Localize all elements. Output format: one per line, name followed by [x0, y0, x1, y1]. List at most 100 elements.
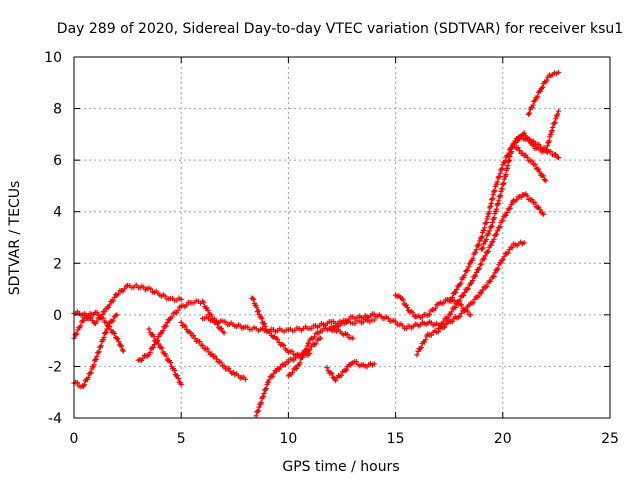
data-point [498, 260, 504, 266]
data-point [148, 286, 154, 292]
series-track-15 [435, 191, 547, 331]
data-point [259, 315, 265, 322]
data-point [481, 227, 487, 233]
data-point [190, 333, 197, 339]
data-point [461, 275, 467, 281]
data-point [500, 256, 506, 263]
data-point [476, 265, 482, 271]
data-point [167, 359, 174, 366]
data-point [453, 289, 459, 296]
data-point [289, 348, 295, 354]
data-point [333, 378, 339, 384]
data-point [499, 258, 505, 264]
data-point [555, 111, 561, 117]
data-point [500, 217, 506, 223]
data-point [200, 342, 206, 348]
data-point [101, 334, 107, 340]
data-point [100, 315, 106, 321]
data-point [555, 155, 562, 161]
series-track-19 [525, 69, 562, 117]
data-point [537, 169, 543, 175]
data-point [254, 305, 260, 311]
data-point [535, 93, 541, 99]
x-tick-label: 20 [494, 431, 512, 447]
data-point [529, 104, 535, 111]
data-point [74, 380, 80, 386]
data-point [162, 293, 168, 299]
data-point [282, 362, 288, 368]
data-point [496, 174, 503, 180]
data-point [549, 127, 555, 134]
data-point [465, 267, 471, 273]
y-tick-label: 0 [53, 308, 62, 324]
data-point [462, 289, 468, 296]
data-point [470, 300, 476, 306]
data-point [540, 173, 546, 179]
data-point [297, 360, 303, 366]
data-point [449, 294, 455, 300]
data-point [262, 323, 268, 329]
data-point [115, 291, 121, 297]
data-point [182, 323, 188, 329]
data-point [465, 286, 471, 292]
series-track-18 [510, 141, 549, 184]
data-point [270, 373, 276, 379]
data-point [510, 141, 517, 147]
series-track-6 [178, 319, 249, 382]
data-point [318, 335, 324, 341]
data-point [212, 353, 218, 359]
x-tick-label: 10 [279, 431, 297, 447]
data-point [151, 342, 157, 348]
data-point [457, 313, 463, 319]
data-point [344, 367, 350, 373]
data-point [531, 98, 537, 104]
data-point [350, 335, 356, 341]
data-point [338, 372, 344, 378]
data-point [469, 280, 475, 286]
data-point [201, 300, 207, 306]
data-point [449, 319, 455, 325]
data-point [95, 349, 101, 355]
data-point [213, 356, 219, 362]
data-point [507, 205, 513, 211]
x-tick-label: 0 [70, 431, 79, 447]
data-point [218, 359, 224, 365]
data-point [484, 216, 490, 222]
data-point [484, 249, 490, 255]
data-point [540, 211, 547, 217]
y-tick-label: 6 [53, 153, 62, 169]
data-point [499, 166, 505, 172]
data-point [307, 350, 313, 357]
data-point [476, 293, 482, 299]
data-point [441, 318, 447, 324]
data-points [71, 69, 562, 419]
data-point [344, 332, 350, 338]
x-tick-label: 5 [177, 431, 186, 447]
data-point [410, 310, 416, 316]
data-point [119, 347, 125, 353]
data-point [218, 325, 224, 331]
data-point [163, 323, 169, 329]
data-point [403, 302, 409, 308]
data-point [493, 231, 500, 237]
data-point [485, 248, 491, 255]
data-point [339, 320, 345, 326]
data-point [515, 145, 521, 151]
data-point [242, 376, 249, 382]
data-point [529, 158, 535, 164]
data-point [184, 302, 190, 308]
y-tick-label: 8 [53, 102, 62, 118]
y-tick-label: -2 [48, 359, 62, 375]
data-point [289, 369, 295, 376]
data-point [483, 236, 489, 243]
data-point [115, 335, 121, 342]
data-point [532, 161, 538, 168]
data-point [532, 200, 538, 206]
data-point [192, 335, 198, 342]
data-point [488, 242, 494, 248]
data-point [281, 342, 287, 348]
data-point [114, 312, 120, 318]
data-point [251, 296, 257, 303]
y-tick-label: 4 [53, 205, 62, 221]
data-point [74, 331, 80, 337]
